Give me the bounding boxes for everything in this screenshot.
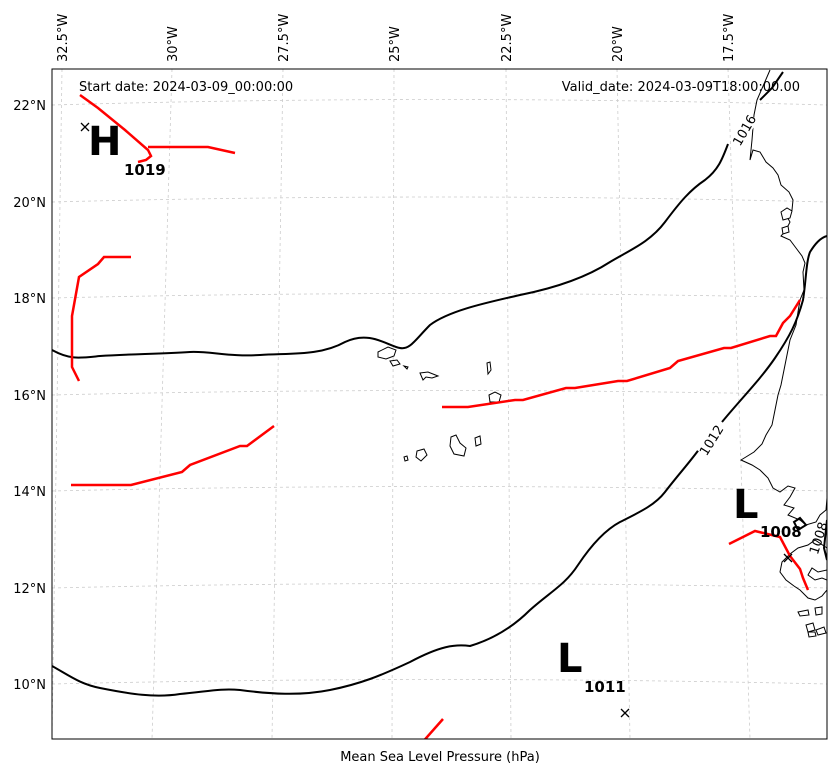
isobar-1008 [822, 519, 827, 561]
island-sao-nicolau [419, 371, 440, 381]
lat-label-18n: 18°N [13, 292, 46, 307]
parallel-18n [52, 293, 827, 299]
lon-label-30w: 30°W [166, 26, 181, 62]
high-pressure-center: H 1019 [80, 119, 166, 179]
parallel-16n [52, 390, 827, 396]
low-south-value: 1011 [584, 678, 626, 696]
low-pressure-center-east: L 1008 [733, 482, 802, 563]
trough-south [423, 718, 444, 739]
lat-label-12n: 12°N [13, 582, 46, 597]
meridian-25w [391, 69, 395, 739]
bijagos-4 [815, 626, 827, 636]
isobar-1016-north [759, 71, 784, 101]
low-south-letter: L [557, 636, 583, 682]
isobar-1008-ring [792, 516, 808, 532]
isobar-1016 [52, 143, 729, 359]
map-caption: Mean Sea Level Pressure (hPa) [340, 750, 540, 765]
island-coast-2 [781, 225, 790, 235]
meridian-22-5w [505, 69, 512, 739]
island-maio [474, 435, 482, 447]
parallel-12n [52, 583, 827, 589]
meridian-20w [616, 69, 631, 739]
longitude-labels: 32.5°W 30°W 27.5°W 25°W 22.5°W 20°W 17.5… [56, 14, 737, 62]
island-sao-vicente [389, 359, 401, 367]
island-sal [486, 361, 492, 376]
parallel-10n [52, 679, 827, 685]
coast-bijagos [807, 567, 827, 581]
meridian-17-5w [727, 69, 751, 739]
island-fogo [415, 448, 428, 462]
start-date-label: Start date: 2024-03-09_00:00:00 [79, 80, 293, 95]
high-letter: H [88, 119, 121, 165]
lon-label-22-5w: 22.5°W [500, 14, 515, 62]
isobar-1012-label: 1012 [695, 422, 727, 459]
lat-label-10n: 10°N [13, 678, 46, 693]
lon-label-17-5w: 17.5°W [722, 14, 737, 62]
latitude-labels: 22°N 20°N 18°N 16°N 14°N 12°N 10°N [13, 99, 46, 693]
island-santo-antao [377, 346, 397, 360]
bijagos-5 [807, 631, 817, 638]
isobar-1012-upper [721, 235, 827, 423]
high-value: 1019 [124, 161, 166, 179]
low-pressure-center-south: L 1011 [557, 636, 630, 718]
meridian-27-5w [271, 69, 284, 739]
low-south-marker [620, 708, 630, 718]
parallel-22n [52, 99, 827, 106]
island-santa-luzia [402, 365, 409, 370]
low-east-value: 1008 [760, 523, 802, 541]
lat-label-14n: 14°N [13, 485, 46, 500]
isobar-1012 [52, 447, 701, 697]
island-coast-1 [780, 207, 793, 221]
lon-label-32-5w: 32.5°W [56, 14, 71, 62]
meridian-30w [151, 69, 173, 739]
lon-label-25w: 25°W [388, 26, 403, 62]
valid-date-label: Valid_date: 2024-03-09T18:00:00.00 [562, 80, 800, 95]
african-coastline [739, 69, 827, 526]
trough-west [70, 255, 131, 382]
trough-southwest [71, 424, 275, 487]
bijagos-1 [797, 609, 810, 617]
lat-label-22n: 22°N [13, 99, 46, 114]
coast-south [779, 539, 827, 601]
bijagos-2 [814, 606, 823, 616]
parallel-20n [52, 196, 827, 203]
parallel-14n [52, 486, 827, 492]
island-brava [403, 455, 409, 462]
lon-label-27-5w: 27.5°W [277, 14, 292, 62]
lat-label-16n: 16°N [13, 389, 46, 404]
bijagos-3 [805, 622, 816, 633]
meridian-32-5w [52, 69, 63, 739]
isobar-1016-label: 1016 [729, 112, 760, 149]
high-center-marker [80, 122, 90, 132]
graticule [52, 69, 827, 739]
low-east-letter: L [733, 482, 759, 528]
lat-label-20n: 20°N [13, 196, 46, 211]
trough-cape-verde [442, 299, 802, 409]
isobar-1008-label: 1008 [807, 520, 831, 556]
low-east-marker [783, 553, 793, 563]
trough-north [79, 93, 236, 164]
island-santiago [449, 434, 467, 457]
lon-label-20w: 20°W [611, 26, 626, 62]
island-boa-vista [488, 391, 502, 403]
isobar-label-1008: 1008 [807, 520, 831, 556]
map-frame [51, 68, 828, 740]
